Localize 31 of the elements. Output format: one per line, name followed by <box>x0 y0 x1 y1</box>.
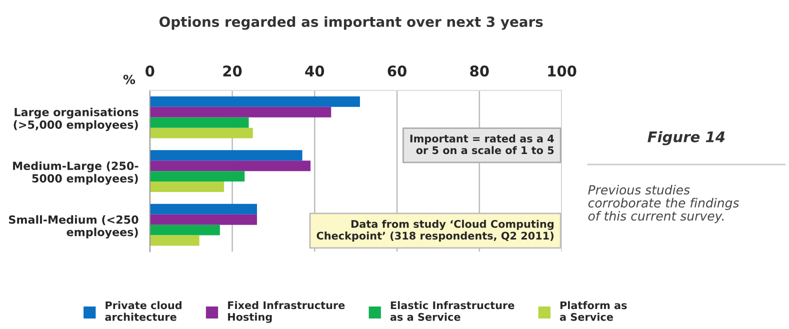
x-tick-label: 100 <box>548 66 576 77</box>
legend-label: Platform as a Service <box>560 301 627 321</box>
x-tick-label: 80 <box>470 66 489 77</box>
x-tick-label: 20 <box>223 66 242 77</box>
bar <box>150 214 257 225</box>
bar <box>150 160 311 172</box>
annotation: Important = rated as a 4 or 5 on a scale of 1 to 5 <box>410 134 554 154</box>
legend-label: Elastic Infrastructure as a Service <box>390 301 514 321</box>
bar <box>150 204 257 214</box>
x-axis-title: % <box>123 74 136 84</box>
y-tick-label: Large organisations (>5,000 employees) <box>14 108 138 132</box>
bar <box>150 128 253 138</box>
y-tick-label: Medium-Large (250- 5000 employees) <box>13 161 138 185</box>
bar <box>150 150 302 161</box>
legend-label: Private cloud architecture <box>105 301 182 321</box>
text: Previous studies corroborate the findings of this current survey. <box>588 184 739 224</box>
bar <box>150 224 220 236</box>
annotation: Data from study ‘Cloud Computing Checkpoint’ (318 respondents, Q2 2011) <box>316 220 554 242</box>
bar <box>150 171 245 182</box>
chart-title: Options regarded as important over next 3 years <box>160 16 543 30</box>
bar <box>150 96 360 107</box>
x-tick-label: 40 <box>305 66 324 77</box>
x-tick-label: 0 <box>146 66 154 77</box>
bar <box>150 235 200 246</box>
caption: Figure 14 <box>648 131 725 146</box>
y-tick-label: Small-Medium (<250 employees) <box>8 215 138 238</box>
bar <box>150 117 249 128</box>
bar <box>150 182 224 192</box>
bar <box>150 106 332 118</box>
x-tick-label: 60 <box>388 66 406 77</box>
legend-label: Fixed Infrastructure Hosting <box>228 301 345 323</box>
